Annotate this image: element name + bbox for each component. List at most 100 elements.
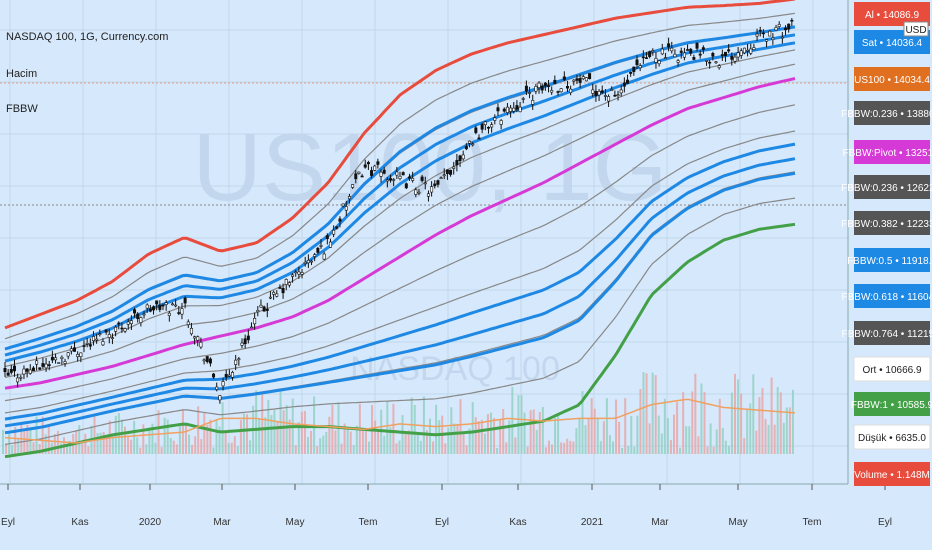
usd-currency-badge[interactable]: USD (903, 21, 929, 37)
candle-body (139, 317, 143, 323)
volume-bar (200, 439, 203, 454)
candle-body (60, 356, 64, 359)
volume-bar (569, 440, 572, 454)
volume-bar (389, 427, 392, 454)
candle-body (63, 361, 67, 364)
candle-body (54, 357, 58, 361)
candle-body (521, 98, 525, 100)
candle-body (158, 304, 162, 310)
candle-body (407, 176, 411, 179)
indicator-label[interactable]: FBBW (6, 103, 38, 115)
price-tag[interactable]: FBBW:0.236 • 12622.6 (841, 175, 932, 199)
watermark-name: NASDAQ 100 (350, 350, 560, 388)
candle-body (155, 300, 159, 305)
candle-body (644, 57, 648, 59)
price-tag[interactable]: FBBW:0.764 • 11215.1 (842, 321, 932, 345)
volume-bar (111, 437, 114, 454)
volume-bar (56, 430, 59, 454)
candle-body (180, 308, 184, 315)
volume-bar (605, 398, 608, 454)
candle-body (534, 86, 538, 92)
price-tag-text: FBBW:0.236 • 12622.6 (841, 183, 932, 194)
candle-body (749, 48, 753, 54)
candle-body (385, 179, 389, 182)
symbol-title[interactable]: NASDAQ 100, 1G, Currency.com (6, 31, 168, 43)
candle-body (351, 184, 355, 188)
x-tick-label: Eyl (435, 517, 449, 528)
candle-body (47, 364, 51, 366)
candle-body (565, 86, 569, 89)
candle-body (88, 344, 92, 347)
volume-bar (364, 428, 367, 454)
candle-body (670, 47, 674, 52)
candle-body (739, 50, 743, 56)
candle-body (515, 105, 519, 110)
price-tag[interactable]: US100 • 14034.4 (854, 67, 930, 91)
candle-body (16, 377, 20, 383)
candle-body (303, 261, 307, 264)
volume-bar (154, 442, 157, 454)
volume-bar (730, 392, 733, 454)
volume-bar (514, 437, 517, 454)
candle-body (417, 191, 421, 194)
price-tag[interactable]: FBBW:0.618 • 11604.3 (842, 284, 932, 308)
volume-ma-line (4, 398, 796, 444)
volume-bar (496, 447, 499, 454)
volume-label[interactable]: Hacim (6, 68, 37, 80)
price-tag[interactable]: FBBW:0.236 • 13880.9 (841, 101, 932, 125)
volume-bar (78, 425, 81, 454)
candle-body (540, 85, 544, 91)
volume-bar (249, 440, 252, 454)
volume-bar (264, 417, 267, 454)
price-tag[interactable]: FBBW:0.5 • 11918.8 (847, 248, 932, 272)
price-tag[interactable]: FBBW:0.382 • 12233.4 (841, 211, 932, 235)
price-tag-bg (854, 140, 930, 164)
price-tag[interactable]: Volume • 1.148M (854, 462, 930, 486)
price-candles (3, 18, 794, 404)
price-tag[interactable]: Ort • 10666.9 (853, 356, 931, 382)
volume-bar (331, 404, 334, 454)
volume-bar (407, 430, 410, 454)
candle-body (107, 334, 111, 338)
volume-bars (2, 372, 794, 454)
candle-body (297, 271, 301, 275)
candle-body (177, 312, 181, 314)
candle-body (35, 360, 39, 365)
volume-bar (471, 402, 474, 454)
volume-bar (8, 431, 11, 454)
candle-body (765, 39, 769, 42)
volume-bar (163, 417, 166, 454)
candle-body (480, 124, 484, 130)
candle-body (695, 42, 699, 49)
price-tag[interactable]: Düşük • 6635.0 (853, 424, 931, 450)
volume-bar (169, 438, 172, 454)
price-tag-text: Volume • 1.148M (854, 470, 930, 481)
volume-bar (188, 434, 191, 454)
candle-body (338, 218, 342, 222)
candle-body (316, 247, 320, 253)
price-tag-text: FBBW:0.382 • 12233.4 (841, 219, 932, 230)
volume-bar (401, 415, 404, 454)
candle-body (436, 180, 440, 185)
candle-body (227, 374, 231, 377)
candle-body (366, 162, 370, 165)
price-tag[interactable]: FBBW:1 • 10585.9 (851, 392, 932, 416)
candle-body (237, 358, 241, 361)
volume-bar (404, 432, 407, 454)
price-tag[interactable]: FBBW:Pivot • 13251.8 (843, 140, 932, 164)
candle-body (332, 229, 336, 235)
x-tick-label: Tem (359, 517, 378, 528)
volume-bar (776, 387, 779, 454)
volume-bar (285, 405, 288, 454)
volume-bar (709, 423, 712, 454)
x-tick-label: May (729, 517, 748, 528)
candle-body (404, 183, 408, 189)
volume-bar (340, 443, 343, 454)
price-tag-bg (853, 356, 931, 382)
candle-body (613, 94, 617, 97)
candle-body (240, 342, 244, 346)
volume-bar (502, 409, 505, 454)
candle-body (164, 302, 168, 305)
candle-body (594, 91, 598, 97)
